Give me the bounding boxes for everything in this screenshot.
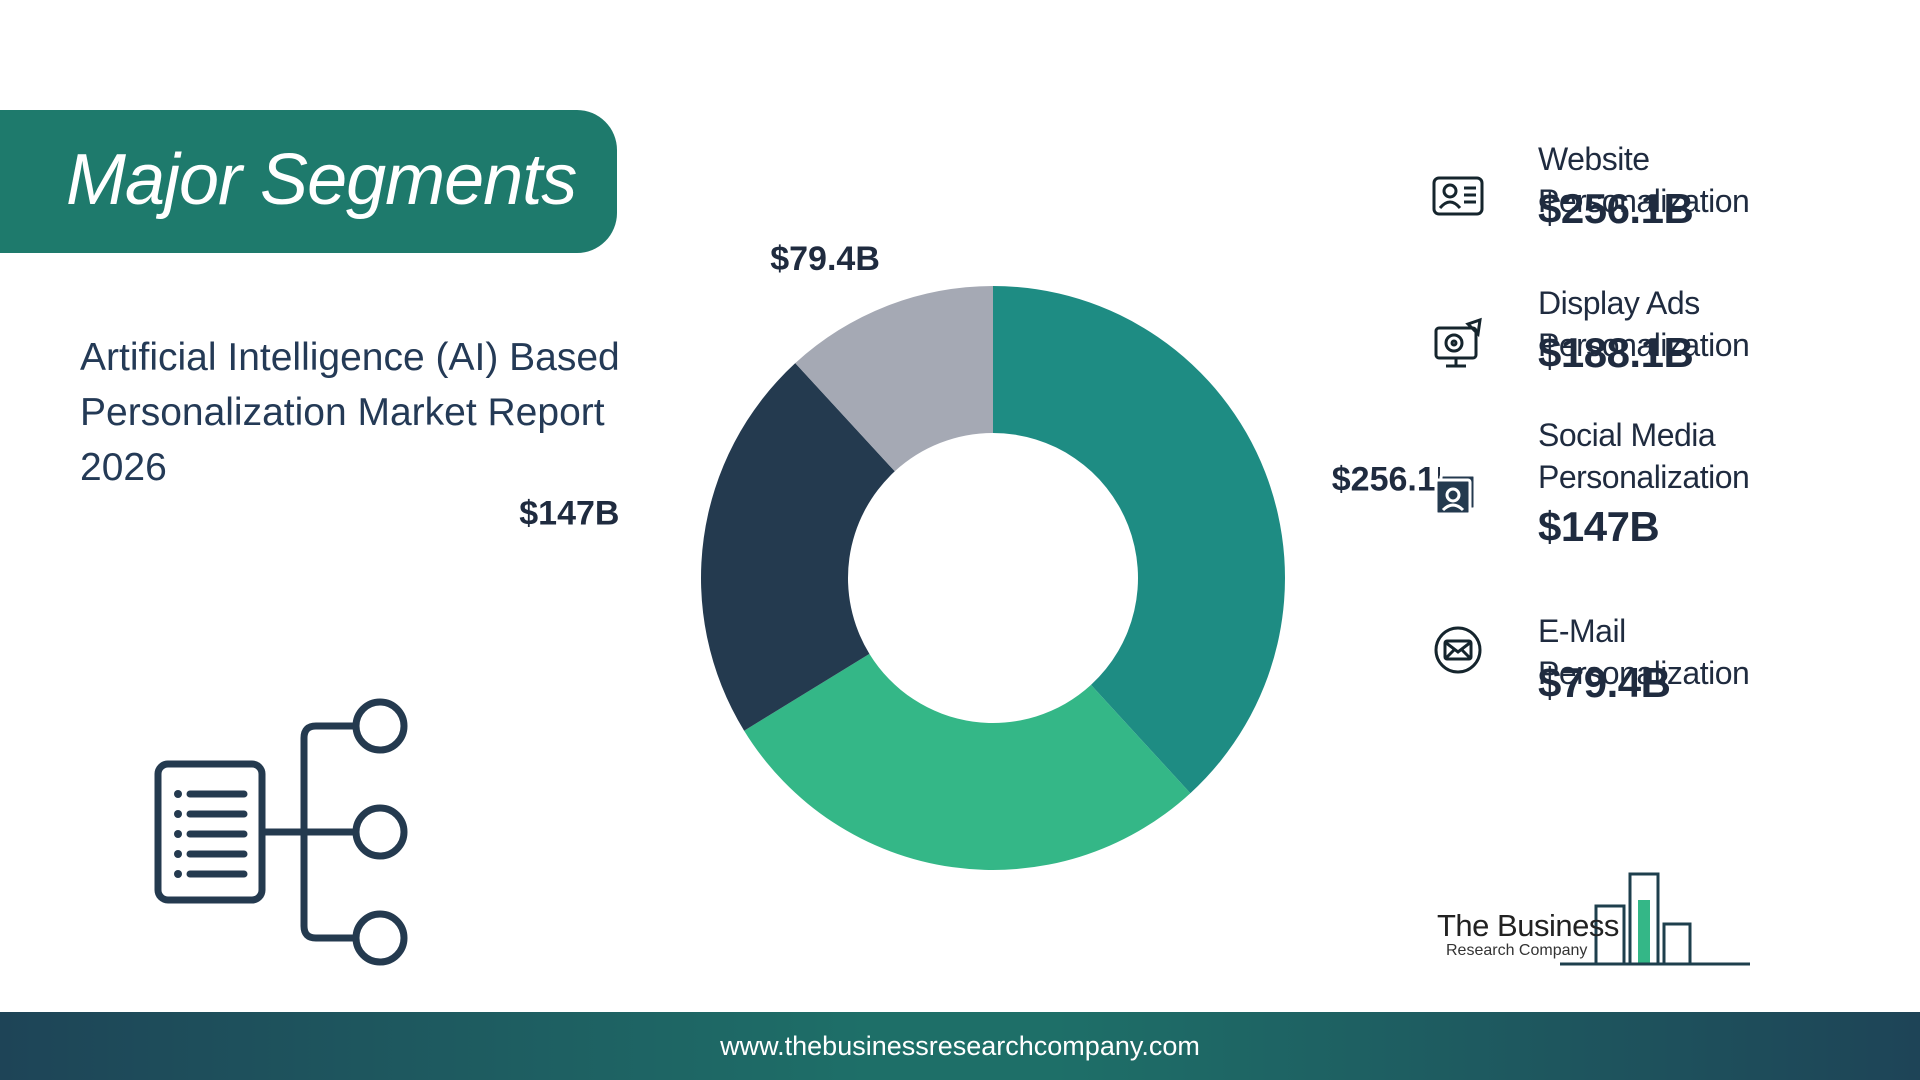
page-title: Major Segments bbox=[66, 140, 577, 220]
donut-slice bbox=[701, 363, 895, 731]
slice-value-label: $147B bbox=[519, 495, 619, 533]
email-icon bbox=[1410, 602, 1506, 698]
donut-slice bbox=[795, 286, 993, 472]
logo-line1: The Business bbox=[1437, 908, 1619, 943]
social-media-icon bbox=[1410, 444, 1506, 540]
footer: www.thebusinessresearchcompany.com bbox=[0, 1012, 1920, 1080]
legend-value: $188.1B bbox=[1538, 329, 1694, 376]
donut-slice bbox=[744, 653, 1191, 871]
display-ads-icon bbox=[1410, 296, 1506, 392]
legend-name: E-Mail Personalization bbox=[1538, 613, 1750, 691]
donut-slice bbox=[993, 286, 1285, 794]
company-logo: The Business Research Company bbox=[1430, 870, 1750, 970]
header-banner: Major Segments bbox=[0, 110, 617, 253]
legend-name: Social Media Personalization bbox=[1538, 417, 1750, 495]
logo-line2: Research Company bbox=[1446, 942, 1588, 959]
legend-name: Display Ads Personalization bbox=[1538, 285, 1750, 363]
slice-value-label: $256.1B bbox=[1332, 460, 1440, 498]
legend-name: Website Personalization bbox=[1538, 141, 1750, 219]
report-title: Artificial Intelligence (AI) Based Perso… bbox=[80, 336, 620, 489]
legend-value: $79.4B bbox=[1538, 659, 1671, 706]
legend-value: $256.1B bbox=[1538, 185, 1694, 232]
website-link[interactable]: www.thebusinessresearchcompany.com bbox=[720, 1030, 1200, 1061]
segments-tree-icon bbox=[154, 698, 408, 966]
slice-value-label: $79.4B bbox=[770, 240, 880, 278]
legend-value: $147B bbox=[1538, 503, 1660, 550]
profile-card-icon bbox=[1410, 148, 1506, 244]
segments-donut-chart: $256.1B$188.1B$147B$79.4B bbox=[519, 240, 1440, 871]
